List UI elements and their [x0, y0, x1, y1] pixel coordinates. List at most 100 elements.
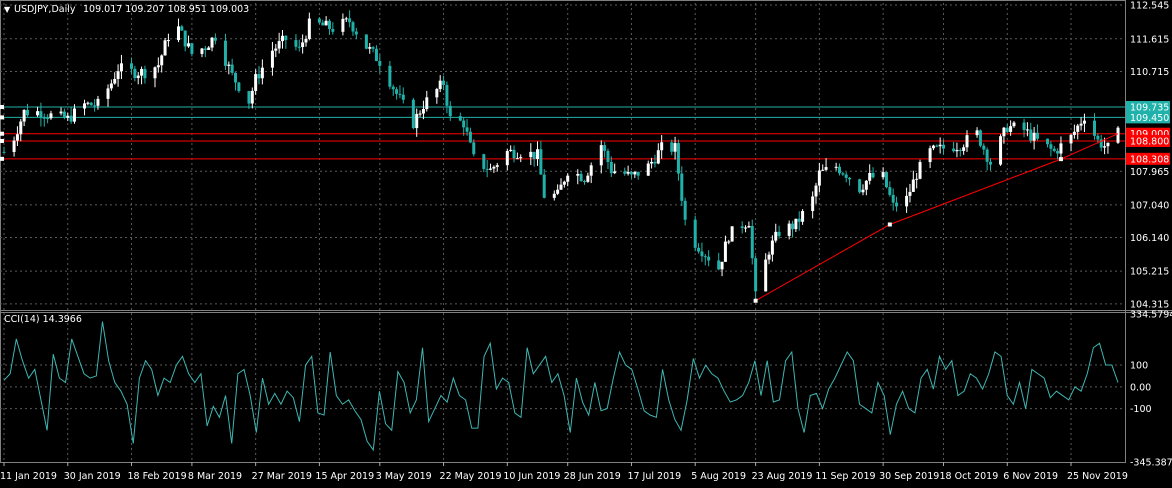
candle-body: [680, 173, 684, 201]
level-handle[interactable]: [0, 131, 4, 136]
candle-body: [559, 184, 563, 190]
candle-body: [1052, 148, 1056, 151]
time-axis: 11 Jan 2019 30 Jan 2019 18 Feb 2019 8 Mar 2…: [0, 462, 1128, 482]
candle-body: [858, 179, 862, 193]
price-level-label: 108.308: [1130, 154, 1169, 165]
candle-body: [673, 143, 677, 152]
candle-body: [848, 177, 852, 180]
cci-tick-label: 100: [1130, 361, 1148, 372]
candle-body: [324, 20, 328, 26]
time-tick-label: 6 Nov 2019: [1003, 471, 1058, 482]
candle-body: [485, 168, 489, 170]
candle-body: [582, 181, 586, 183]
candle-body: [12, 140, 16, 152]
trendline: [753, 133, 1119, 303]
candle-body: [1072, 131, 1076, 135]
candle-body: [962, 147, 966, 151]
candle-body: [999, 136, 1003, 165]
candle-body: [958, 149, 962, 151]
candle-body: [801, 211, 805, 222]
candle-body: [89, 102, 93, 106]
candle-body: [421, 108, 425, 114]
candle-body: [213, 37, 217, 41]
candle-body: [536, 149, 540, 160]
candle-body: [341, 18, 345, 32]
candle-body: [931, 145, 935, 149]
candle-body: [401, 94, 405, 100]
trendline-anchor[interactable]: [753, 298, 758, 303]
candle-body: [187, 43, 191, 47]
candle-body: [160, 55, 164, 66]
candle-body: [985, 149, 989, 162]
candle-body: [425, 97, 429, 109]
candle-body: [770, 240, 774, 255]
candle-body: [911, 179, 915, 192]
candle-body: [905, 195, 909, 207]
candle-body: [797, 218, 801, 222]
candle-body: [978, 130, 982, 146]
candle-body: [15, 134, 19, 141]
chart-grid: [0, 0, 1172, 463]
candle-body: [938, 144, 942, 147]
candle-body: [777, 231, 781, 236]
candle-body: [646, 163, 650, 176]
candle-body: [482, 154, 486, 169]
candle-body: [66, 115, 70, 118]
candle-body: [821, 169, 825, 171]
candle-body: [881, 172, 885, 178]
candle-body: [576, 173, 580, 176]
candle-body: [388, 65, 392, 87]
candle-body: [519, 157, 523, 159]
candle-body: [465, 127, 469, 132]
candle-body: [650, 161, 654, 164]
candle-body: [1029, 129, 1033, 141]
candle-body: [237, 82, 241, 92]
candle-body: [965, 135, 969, 148]
candle-body: [25, 109, 29, 116]
candle-body: [156, 65, 160, 68]
candle-body: [223, 40, 227, 66]
candle-body: [703, 256, 707, 258]
candle-body: [794, 218, 798, 230]
candle-body: [136, 75, 140, 79]
support-trendline[interactable]: [755, 133, 1119, 302]
trendline-anchor[interactable]: [1058, 157, 1063, 162]
candle-body: [653, 161, 657, 164]
candle-body: [988, 161, 992, 165]
candle-body: [841, 173, 845, 175]
candle-body: [633, 171, 637, 175]
time-tick-label: 18 Feb 2019: [128, 471, 187, 482]
candle-body: [36, 111, 40, 116]
level-handle[interactable]: [0, 138, 4, 143]
level-handle[interactable]: [0, 156, 4, 161]
price-tick-label: 111.615: [1130, 34, 1169, 45]
candle-body: [955, 149, 959, 152]
candle-body: [935, 145, 939, 147]
price-level-tag: [1126, 111, 1170, 124]
candle-body: [46, 117, 50, 119]
candle-body: [274, 48, 278, 51]
symbol-arrow-icon[interactable]: ▼: [4, 5, 11, 14]
candle-body: [838, 166, 841, 174]
candle-body: [458, 116, 462, 121]
candle-body: [552, 193, 556, 198]
candle-body: [247, 91, 251, 104]
level-handle[interactable]: [0, 105, 4, 110]
level-handle[interactable]: [0, 115, 4, 120]
candle-body: [982, 145, 986, 150]
time-tick-label: 11 Sep 2019: [815, 471, 875, 482]
candle-body: [599, 145, 603, 166]
price-level-label: 109.000: [1130, 129, 1169, 140]
candle-body: [1035, 132, 1039, 139]
price-tick-label: 107.965: [1130, 167, 1169, 178]
candle-body: [106, 88, 110, 99]
trendline-anchor[interactable]: [887, 222, 892, 227]
price-tick-label: 104.315: [1130, 299, 1169, 310]
candle-body: [438, 80, 442, 90]
candle-body: [717, 260, 721, 270]
candle-body: [740, 226, 744, 228]
candle-body: [395, 89, 399, 94]
candle-body: [1012, 122, 1016, 127]
candle-body: [368, 47, 372, 49]
